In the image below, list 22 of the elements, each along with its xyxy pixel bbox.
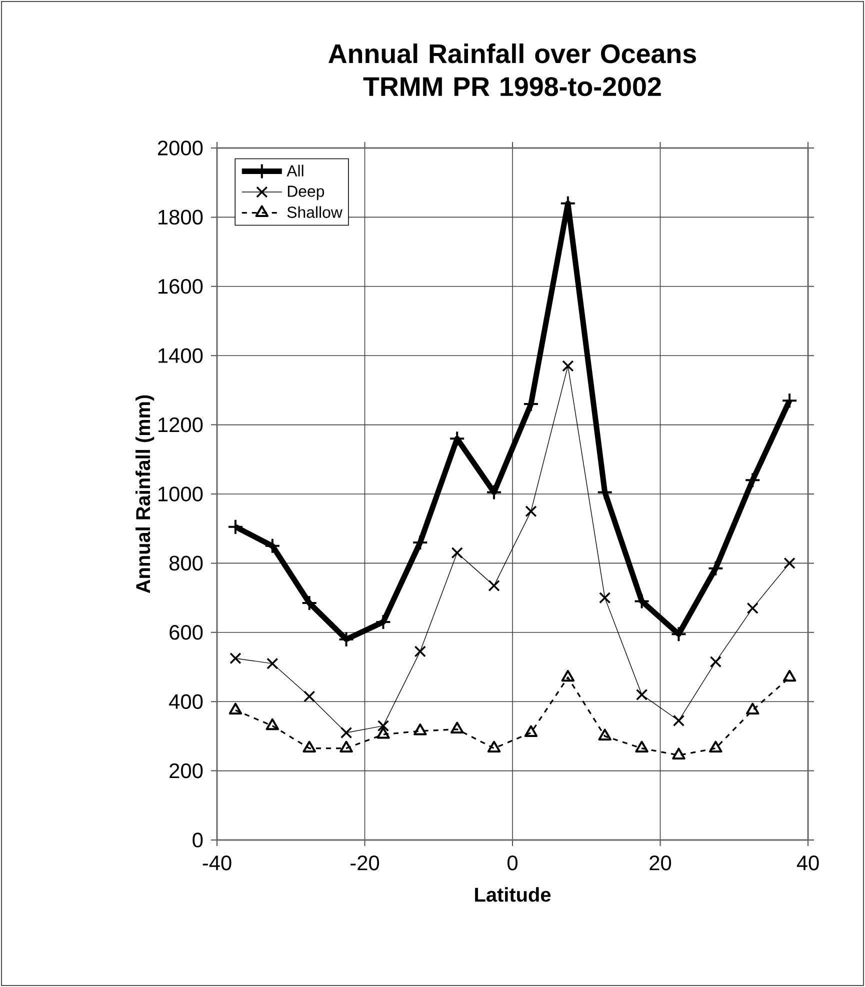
legend-label: Shallow bbox=[287, 206, 342, 218]
y-tick-label: 400 bbox=[169, 694, 203, 710]
x-tick-label: 0 bbox=[508, 856, 518, 870]
y-tick-label: 2000 bbox=[158, 140, 203, 156]
x-axis-title: Latitude bbox=[475, 887, 551, 902]
y-tick-label: 1200 bbox=[158, 417, 203, 432]
y-tick-label: 600 bbox=[170, 624, 203, 640]
y-tick-label: 1800 bbox=[158, 210, 203, 225]
y-tick-label: 1400 bbox=[158, 348, 203, 363]
chart-title: Annual Rainfall over Oceans TRMM PR 1998-to-2002 bbox=[328, 44, 696, 96]
y-axis-title: Annual Rainfall (mm) bbox=[136, 395, 154, 594]
x-tick-label: 40 bbox=[796, 856, 819, 870]
legend-label: Deep bbox=[288, 186, 324, 200]
y-tick-label: 1000 bbox=[158, 486, 203, 502]
y-tick-label: 800 bbox=[169, 556, 203, 571]
y-tick-label: 0 bbox=[192, 832, 203, 848]
legend-label: All bbox=[286, 164, 304, 176]
x-tick-label: -20 bbox=[350, 856, 380, 870]
x-tick-label: 20 bbox=[650, 856, 672, 870]
y-tick-label: 200 bbox=[170, 763, 203, 778]
y-tick-label: 1600 bbox=[158, 278, 203, 294]
x-tick-label: -40 bbox=[202, 856, 232, 870]
